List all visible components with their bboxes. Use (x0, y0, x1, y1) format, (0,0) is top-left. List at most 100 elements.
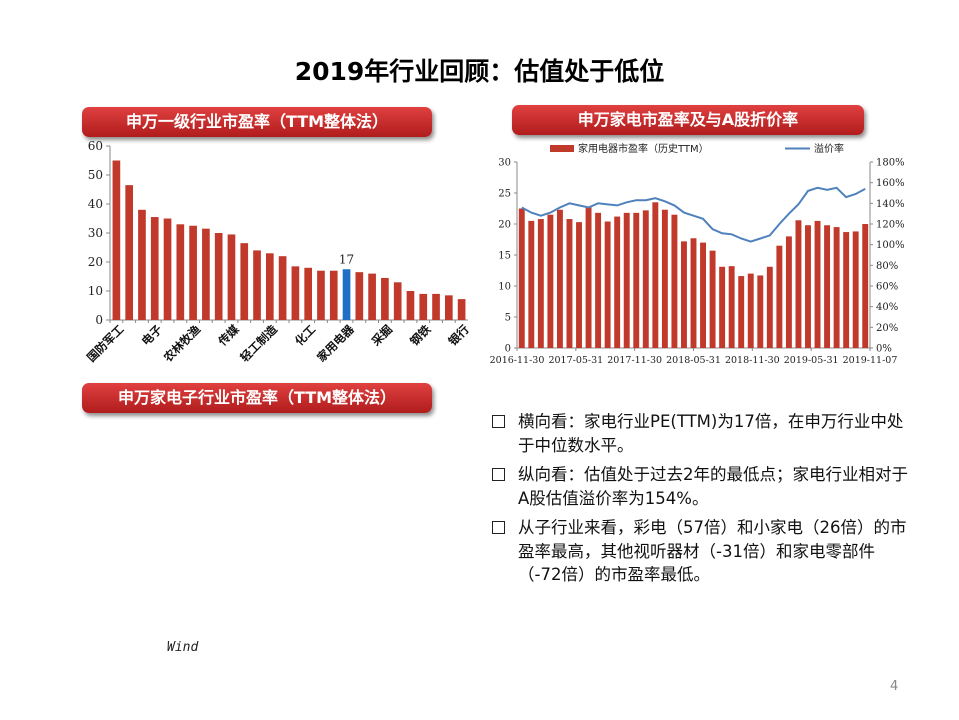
banner-industry-pe: 申万一级行业市盈率（TTM整体法） (82, 107, 432, 137)
bar (419, 293, 428, 320)
premium-line (521, 186, 866, 243)
bar (329, 270, 338, 320)
bar (253, 250, 261, 320)
x-tick-label: 采掘 (368, 322, 395, 349)
x-tick-label: 2018-11-30 (725, 355, 780, 366)
pe-bar (661, 209, 668, 348)
pe-bar (528, 220, 535, 348)
bar (176, 224, 185, 320)
legend-line-label: 溢价率 (814, 142, 844, 155)
legend-bar-swatch (550, 145, 574, 152)
y-tick-label: 60 (88, 139, 103, 153)
pe-bar (700, 242, 706, 348)
pe-bar (719, 266, 726, 348)
source-label: Wind (167, 640, 199, 655)
pe-bar (556, 209, 563, 348)
pe-bar (852, 231, 859, 348)
y-tick-label: 20 (88, 255, 103, 269)
x-tick-label: 2017-11-30 (607, 355, 662, 366)
bar (368, 273, 376, 320)
banner-appliance-pe-premium: 申万家电市盈率及与A股折价率 (512, 105, 864, 135)
right-tick-label: 0% (876, 344, 892, 355)
pe-bar (633, 212, 640, 348)
pe-bar (814, 220, 821, 348)
right-tick-label: 120% (876, 220, 905, 231)
pe-bar (747, 273, 754, 348)
y-tick-label: 0 (95, 313, 103, 327)
pe-bar (681, 241, 687, 348)
pe-bar (824, 225, 831, 348)
banner-subindustry-pe: 申万家电子行业市盈率（TTM整体法） (82, 383, 432, 413)
pe-bar (690, 238, 697, 348)
bar (432, 293, 440, 320)
bar (457, 299, 466, 320)
x-tick-label: 轻工制造 (238, 322, 281, 365)
pe-bar (671, 214, 678, 348)
x-tick-label: 2018-05-31 (666, 355, 721, 366)
left-tick-label: 5 (505, 313, 511, 324)
pe-bar (805, 225, 811, 348)
right-tick-label: 80% (876, 261, 898, 272)
bar (393, 282, 402, 320)
right-tick-label: 40% (876, 302, 898, 313)
pe-bar (547, 214, 554, 348)
pe-bar (595, 212, 602, 348)
pe-bar (652, 202, 659, 348)
x-tick-label: 银行 (446, 322, 473, 349)
bullet-item: 横向看：家电行业PE(TTM)为17倍，在申万行业中处于中位数水平。 (490, 410, 910, 457)
pe-bar (576, 222, 582, 348)
pe-bar (614, 216, 621, 348)
left-tick-label: 25 (498, 189, 511, 200)
pe-bar (623, 212, 630, 348)
industry-pe-bar-chart: 0 10 20 30 40 50 60 国防军工 电子农林牧渔 传媒轻工制造 化工 17 家用电器 采掘钢… (84, 139, 473, 365)
bullet-text: 从子行业来看，彩电（57倍）和小家电（26倍）的市盈率最高，其他视听器材（-31… (518, 518, 907, 584)
bar (138, 209, 146, 320)
pe-bar (728, 266, 735, 348)
pe-bar (766, 266, 773, 348)
bar (317, 270, 325, 320)
x-tick-label: 2019-11-07 (843, 355, 898, 366)
bar (150, 217, 159, 320)
bar (278, 256, 287, 320)
x-tick-label: 传媒 (215, 322, 242, 349)
x-tick-label: 电子 (139, 322, 166, 349)
y-tick-label: 40 (88, 197, 103, 211)
pe-bar (566, 219, 573, 348)
x-tick-label: 家用电器 (314, 322, 357, 365)
data-label: 17 (339, 252, 354, 266)
pe-bar (795, 220, 802, 348)
bar (112, 160, 121, 320)
left-tick-label: 30 (498, 158, 511, 169)
right-tick-label: 100% (876, 240, 905, 251)
pe-bar (757, 275, 764, 348)
right-tick-label: 160% (876, 178, 905, 189)
bar (163, 218, 172, 320)
checkbox-bullet-icon (492, 521, 505, 534)
right-tick-label: 180% (876, 158, 905, 169)
right-tick-label: 140% (876, 199, 905, 210)
x-tick-label: 国防军工 (84, 322, 127, 365)
bullet-item: 从子行业来看，彩电（57倍）和小家电（26倍）的市盈率最高，其他视听器材（-31… (490, 516, 910, 587)
pe-bar (518, 208, 525, 348)
pe-bar (833, 227, 840, 348)
pe-bar (709, 250, 716, 348)
bar (342, 269, 351, 320)
pe-bar (862, 224, 869, 348)
pe-bar (585, 206, 592, 348)
x-tick-label: 农林牧渔 (160, 322, 203, 365)
x-tick-label: 化工 (292, 322, 319, 349)
bar (240, 243, 249, 320)
pe-bar (537, 219, 544, 348)
left-tick-label: 15 (498, 251, 511, 262)
x-tick-label: 2016-11-30 (490, 355, 545, 366)
left-tick-label: 0 (505, 344, 511, 355)
bar (355, 272, 364, 320)
bar (381, 277, 389, 320)
bullet-item: 纵向看：估值处于过去2年的最低点；家电行业相对于A股估值溢价率为154%。 (490, 463, 910, 510)
page-title: 2019年行业回顾：估值处于低位 (294, 57, 665, 86)
bar (291, 266, 300, 320)
bar (444, 295, 453, 320)
x-tick-label: 钢铁 (407, 322, 434, 349)
legend-bar-label: 家用电器市盈率（历史TTM） (578, 142, 709, 155)
checkbox-bullet-icon (492, 415, 505, 428)
